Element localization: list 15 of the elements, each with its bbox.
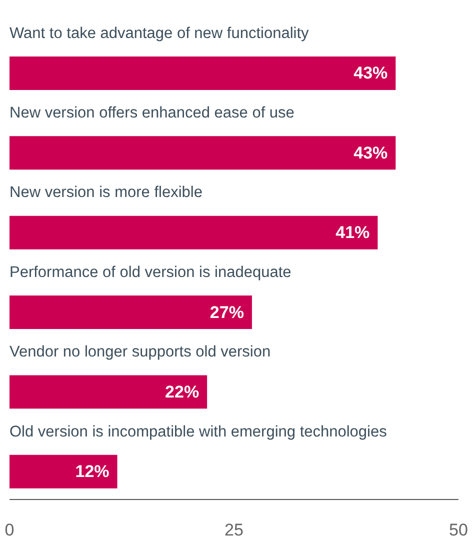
y-tick-label: New version offers enhanced ease of use <box>10 104 294 122</box>
data-label: 43% <box>354 64 388 83</box>
data-label: 22% <box>165 382 200 402</box>
y-tick-label: New version is more flexible <box>10 184 202 202</box>
x-tick-label: 50 <box>449 520 468 539</box>
data-label: 43% <box>354 143 388 162</box>
data-label: 27% <box>210 302 244 322</box>
y-tick-label: Vendor no longer supports old version <box>10 344 271 361</box>
y-tick-label: Want to take advantage of new functionality <box>10 24 310 42</box>
x-tick-label: 25 <box>224 520 244 539</box>
y-tick-label: Old version is incompatible with emerging technologies <box>10 423 388 440</box>
data-label: 12% <box>75 462 110 482</box>
y-tick-label: Performance of old version is inadequate <box>10 264 292 281</box>
x-tick-label: 0 <box>4 520 14 539</box>
data-label: 41% <box>336 223 370 242</box>
